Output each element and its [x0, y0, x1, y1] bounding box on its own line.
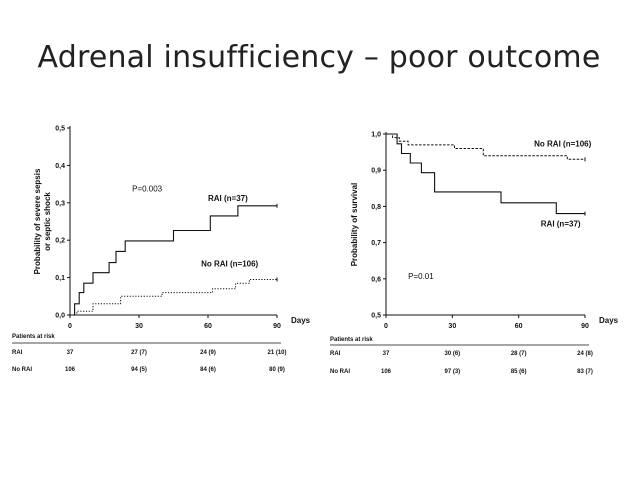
p-value-annotation: P=0.003 [132, 185, 163, 194]
risk-row-value: 24 (9) [200, 350, 216, 356]
y-tick-label: 0,9 [371, 168, 381, 175]
risk-row-value: 84 (6) [200, 367, 216, 373]
series-label: RAI (n=37) [541, 219, 581, 228]
risk-row-value: 83 (7) [577, 369, 593, 375]
x-tick-label: 90 [273, 323, 281, 330]
series-line-rai [70, 205, 277, 316]
slide-title: Adrenal insufficiency – poor outcome [37, 40, 601, 75]
y-tick-label: 0,5 [55, 126, 65, 133]
risk-row-value: 37 [383, 351, 390, 357]
series-line-no-rai [70, 279, 277, 316]
p-value-annotation: P=0.01 [408, 272, 434, 281]
risk-table-title: Patients at risk [330, 337, 373, 343]
y-axis-label: or septic shock [43, 192, 52, 251]
risk-row-value: 97 (3) [444, 369, 460, 375]
chart-panel-survival: 0,5 0,6 0,7 0,8 0,9 1,0 0 30 60 90 Days Probability… [330, 132, 619, 375]
x-tick-label: 0 [68, 323, 72, 330]
risk-row-value: 30 (6) [444, 351, 460, 357]
chart-panel-sepsis: 0,0 0,1 0,2 0,3 0,4 0,5 0 30 60 90 Days Probability… [12, 126, 311, 373]
risk-row-value: 24 (8) [577, 351, 593, 357]
x-tick-label: 90 [581, 323, 589, 330]
risk-row-value: 106 [381, 369, 392, 375]
risk-row-value: 27 (7) [131, 350, 147, 356]
series-line-rai [386, 133, 585, 215]
series-label: No RAI (n=106) [534, 140, 591, 149]
x-axis-label: Days [599, 316, 619, 325]
x-tick-label: 60 [515, 323, 523, 330]
y-tick-label: 0,0 [55, 313, 65, 320]
risk-row-value: 37 [67, 350, 74, 356]
risk-row-value: 94 (5) [131, 367, 147, 373]
series-line-no-rai [386, 133, 585, 160]
series-label: No RAI (n=106) [201, 259, 258, 268]
y-tick-label: 0,3 [55, 200, 65, 207]
y-axis-label: Probability of survival [350, 183, 359, 267]
y-tick-label: 0,1 [55, 275, 65, 282]
x-tick-label: 30 [135, 323, 143, 330]
y-tick-label: 1,0 [371, 132, 381, 139]
x-tick-label: 60 [204, 323, 212, 330]
y-tick-label: 0,7 [371, 240, 381, 247]
risk-row-value: 80 (9) [269, 367, 285, 373]
risk-row-label: RAI [12, 350, 23, 356]
risk-row-label: No RAI [330, 369, 350, 375]
risk-row-label: RAI [330, 351, 341, 357]
y-axis-label: Probability of severe sepsis [33, 168, 42, 274]
y-tick-label: 0,4 [55, 163, 65, 170]
y-tick-label: 0,6 [371, 276, 381, 283]
risk-row-value: 21 (10) [267, 350, 286, 356]
risk-table-title: Patients at risk [12, 334, 55, 340]
series-label: RAI (n=37) [208, 194, 248, 203]
x-tick-label: 30 [448, 323, 456, 330]
risk-row-label: No RAI [12, 367, 32, 373]
risk-row-value: 28 (7) [511, 351, 527, 357]
y-tick-label: 0,8 [371, 204, 381, 211]
y-tick-label: 0,2 [55, 238, 65, 245]
x-tick-label: 0 [384, 323, 388, 330]
x-axis-label: Days [291, 316, 311, 325]
risk-row-value: 85 (6) [511, 369, 527, 375]
y-tick-label: 0,5 [371, 313, 381, 320]
risk-row-value: 106 [65, 367, 76, 373]
